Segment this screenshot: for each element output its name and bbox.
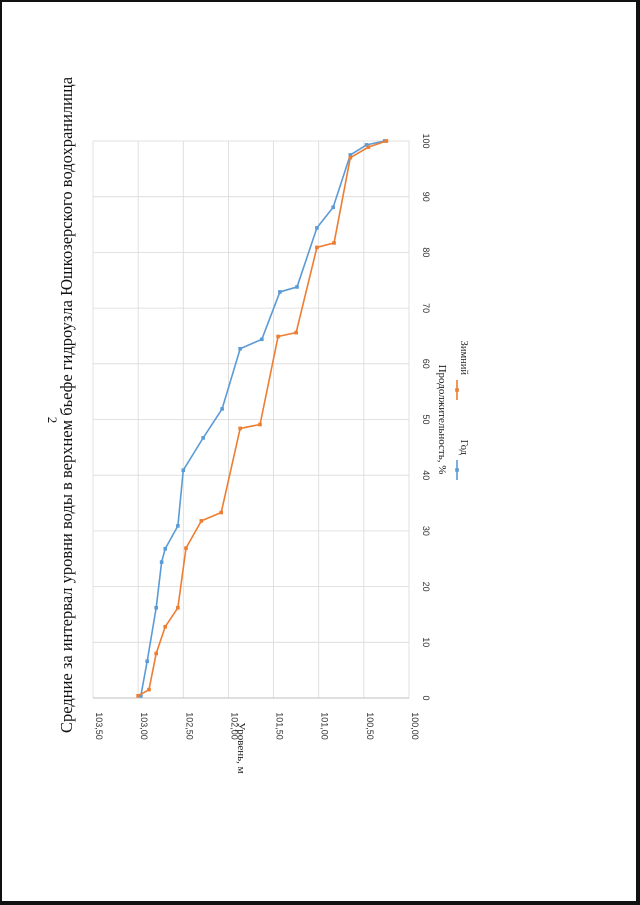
data-point xyxy=(159,560,164,564)
data-point xyxy=(348,153,353,157)
data-point xyxy=(163,546,168,551)
series-Зимний xyxy=(136,139,389,698)
data-point xyxy=(332,241,336,245)
y-axis-label: Уровень, м xyxy=(235,722,247,773)
x-axis-label: Продолжительность, % xyxy=(436,365,448,475)
data-point xyxy=(315,245,319,250)
data-point xyxy=(331,205,335,210)
data-point xyxy=(199,519,204,523)
x-tick-label: 50 xyxy=(421,414,431,424)
data-point xyxy=(184,546,188,550)
x-tick-label: 70 xyxy=(421,303,431,313)
series-line xyxy=(137,140,387,697)
data-point xyxy=(315,226,319,230)
data-point xyxy=(154,605,158,610)
legend-swatch-marker xyxy=(455,388,459,392)
legend-label: Год xyxy=(458,440,469,456)
data-point xyxy=(176,524,180,528)
data-point xyxy=(220,407,224,411)
data-point xyxy=(219,510,224,515)
data-point xyxy=(384,139,389,143)
data-point xyxy=(348,155,353,160)
legend-label: Зимний xyxy=(458,341,469,376)
y-tick-label: 101,50 xyxy=(275,712,285,740)
data-point xyxy=(258,422,262,427)
y-tick-label: 101,00 xyxy=(320,712,330,740)
data-point xyxy=(366,145,371,149)
data-point xyxy=(364,143,369,147)
y-tick-label: 103,50 xyxy=(94,712,104,740)
x-tick-label: 80 xyxy=(421,247,431,257)
x-tick-label: 0 xyxy=(421,695,431,700)
x-tick-label: 100 xyxy=(421,133,431,148)
data-point xyxy=(238,426,242,431)
y-tick-label: 100,00 xyxy=(410,712,420,740)
data-point xyxy=(139,693,143,698)
x-tick-label: 40 xyxy=(421,470,431,480)
y-tick-label: 102,00 xyxy=(229,712,239,740)
data-point xyxy=(201,436,205,440)
data-point xyxy=(278,290,282,294)
gridlines xyxy=(92,140,410,699)
x-tick-label: 90 xyxy=(421,192,431,202)
legend: Год Зимний xyxy=(455,341,469,480)
legend-swatch-marker xyxy=(455,468,459,472)
x-tick-label: 30 xyxy=(421,526,431,536)
data-point xyxy=(276,334,280,339)
y-tick-label: 103,00 xyxy=(139,712,149,740)
tick-labels: 103,50 103,00 102,50 102,00 101,50 101,00 100,… xyxy=(94,133,431,739)
x-tick-label: 60 xyxy=(421,359,431,369)
series-layer xyxy=(136,139,389,698)
y-tick-label: 100,50 xyxy=(365,712,375,740)
data-point xyxy=(176,605,180,610)
data-point xyxy=(136,693,140,698)
y-tick-label: 102,50 xyxy=(184,712,194,740)
data-point xyxy=(145,659,149,664)
data-point xyxy=(238,346,242,351)
data-point xyxy=(163,624,168,629)
x-tick-label: 20 xyxy=(421,582,431,592)
data-point xyxy=(295,285,299,289)
series-Год xyxy=(139,139,387,698)
chart-title: Средние за интервал уровни воды в верхне… xyxy=(57,76,76,733)
data-point xyxy=(260,337,264,342)
data-point xyxy=(294,330,298,335)
x-tick-label: 10 xyxy=(421,637,431,647)
data-point xyxy=(147,687,151,692)
data-point xyxy=(154,651,158,656)
data-point xyxy=(181,468,186,472)
series-line xyxy=(140,140,385,696)
